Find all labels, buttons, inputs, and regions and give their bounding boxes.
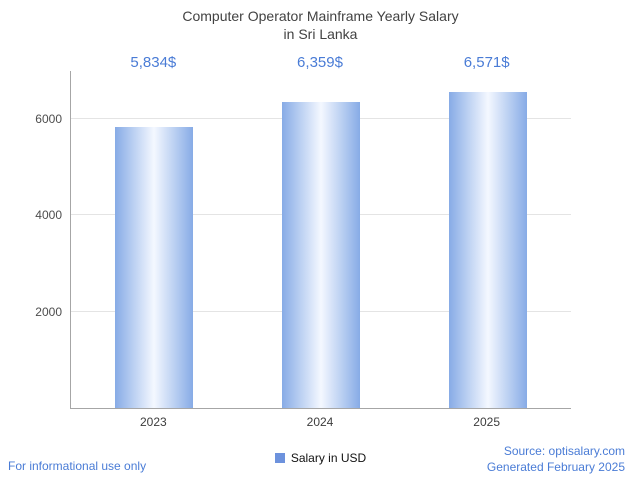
legend-label: Salary in USD bbox=[290, 451, 367, 465]
bar-2025 bbox=[448, 91, 527, 408]
legend-swatch-icon bbox=[274, 453, 285, 463]
legend: Salary in USD bbox=[0, 451, 641, 465]
disclaimer-text: For informational use only bbox=[8, 459, 147, 473]
bar-value-label: 6,359$ bbox=[297, 54, 343, 71]
source-text: Source: optisalary.com bbox=[503, 444, 625, 458]
bar-2023 bbox=[115, 127, 194, 408]
chart-title-line-1: Computer Operator Mainframe Yearly Salar… bbox=[182, 8, 459, 24]
value-labels-row: 5,834$ 6,359$ 6,571$ bbox=[70, 54, 570, 72]
footer-source-block: Source: optisalary.com Generated Februar… bbox=[487, 443, 625, 475]
bar-value-label: 5,834$ bbox=[130, 54, 177, 71]
y-axis: 2000 4000 6000 bbox=[0, 71, 62, 408]
x-tick-label: 2024 bbox=[306, 415, 334, 429]
bar-2024 bbox=[282, 101, 360, 408]
generated-text: Generated February 2025 bbox=[486, 460, 625, 474]
y-tick-label: 6000 bbox=[35, 112, 62, 127]
x-axis-labels: 2023 2024 2025 bbox=[70, 415, 570, 431]
y-tick-label: 2000 bbox=[35, 304, 62, 319]
y-tick-label: 4000 bbox=[35, 208, 62, 223]
chart-title-line-2: in Sri Lanka bbox=[283, 26, 358, 42]
plot-area bbox=[70, 71, 571, 409]
x-tick-label: 2023 bbox=[139, 415, 167, 429]
chart-title: Computer Operator Mainframe Yearly Salar… bbox=[0, 7, 641, 43]
x-tick-label: 2025 bbox=[473, 415, 501, 429]
bar-value-label: 6,571$ bbox=[463, 54, 510, 71]
